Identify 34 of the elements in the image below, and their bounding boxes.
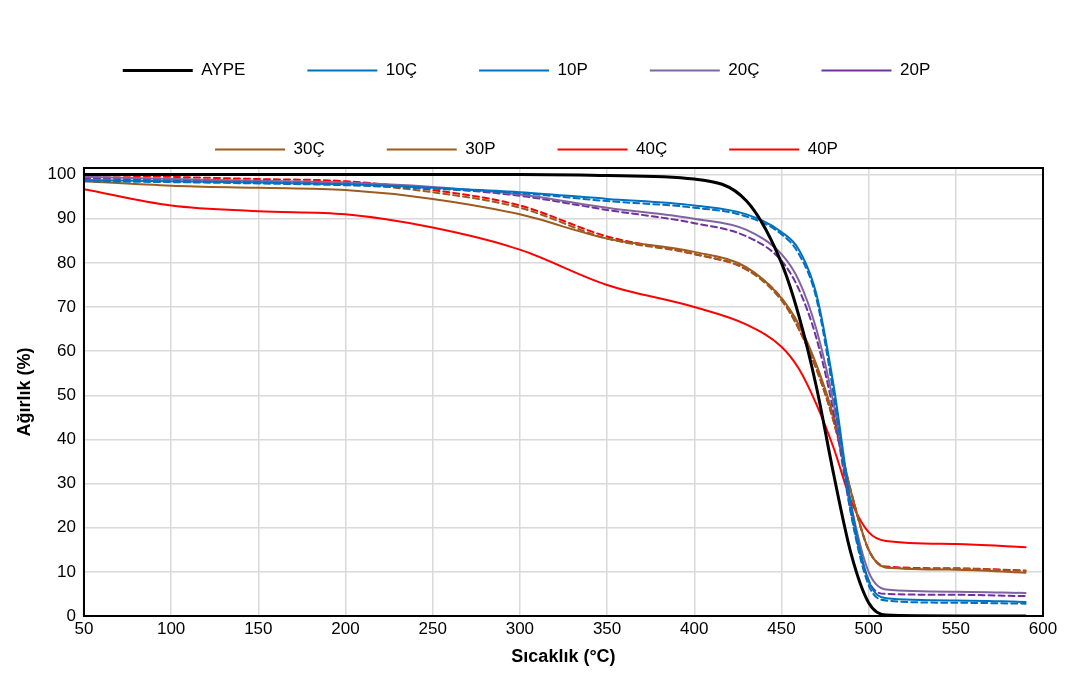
legend-label: 40P [807, 139, 838, 159]
x-tick-label: 450 [767, 618, 796, 638]
y-tick-label: 60 [57, 340, 76, 360]
y-tick-label: 100 [47, 164, 76, 184]
x-tick-label: 200 [331, 618, 360, 638]
x-tick-label: 350 [592, 618, 622, 638]
y-tick-label: 20 [57, 517, 76, 537]
legend-label: 30P [465, 139, 496, 159]
x-tick-label: 400 [680, 618, 709, 638]
legend-label: 10Ç [385, 60, 418, 80]
x-tick-label: 300 [505, 618, 535, 638]
x-tick-label: 100 [156, 618, 186, 638]
legend-label: 40Ç [636, 139, 668, 159]
y-tick-label: 80 [57, 252, 76, 272]
x-tick-label: 550 [941, 618, 970, 638]
legend-label: 20P [899, 60, 931, 80]
y-tick-label: 90 [57, 208, 76, 228]
x-tick-label: 500 [854, 618, 883, 638]
legend-label: 30Ç [293, 139, 325, 159]
y-tick-label: 40 [57, 429, 76, 449]
y-tick-label: 50 [57, 385, 76, 404]
legend-label: 10P [557, 60, 588, 80]
y-axis-title: Ağırlık (%) [13, 347, 34, 437]
legend-label: 20Ç [728, 60, 760, 80]
x-tick-label: 150 [244, 618, 273, 638]
x-tick-label: 600 [1028, 618, 1058, 638]
x-axis-title: Sıcaklık (°C) [511, 646, 616, 667]
y-tick-label: 70 [57, 296, 76, 316]
legend-label: AYPE [201, 60, 246, 80]
y-tick-label: 10 [57, 561, 76, 581]
x-tick-label: 50 [74, 618, 94, 638]
y-tick-label: 30 [57, 473, 76, 493]
x-tick-label: 250 [418, 618, 447, 638]
y-tick-label: 0 [66, 605, 76, 625]
